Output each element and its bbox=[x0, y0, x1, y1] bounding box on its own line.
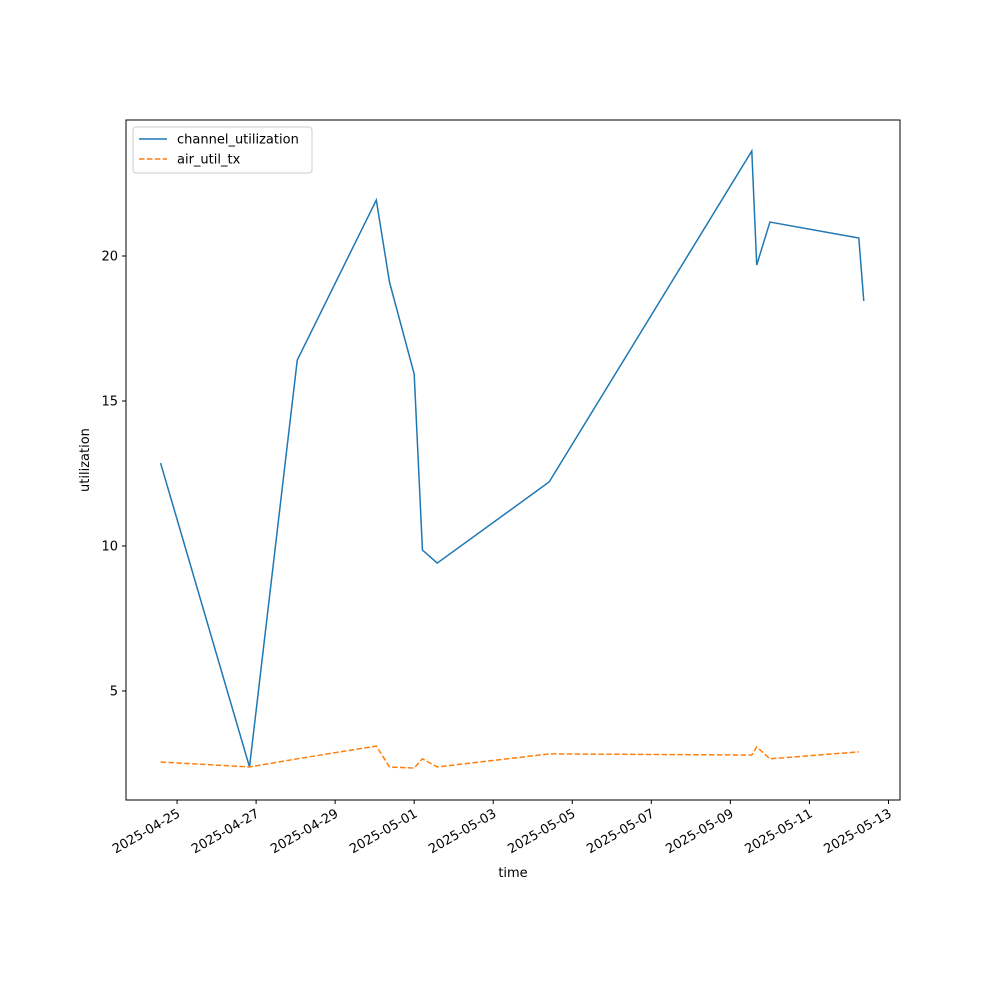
y-tick-label: 10 bbox=[101, 539, 118, 554]
x-tick-label: 2025-05-05 bbox=[505, 806, 578, 857]
x-tick-label: 2025-05-03 bbox=[426, 806, 499, 857]
y-tick-label: 20 bbox=[101, 250, 118, 265]
plot-frame bbox=[125, 119, 901, 801]
series-line bbox=[160, 745, 859, 769]
legend-label: channel_utilization bbox=[177, 133, 299, 148]
x-tick-label: 2025-05-09 bbox=[663, 806, 736, 857]
x-tick-label: 2025-05-07 bbox=[584, 806, 657, 857]
x-tick-label: 2025-04-25 bbox=[110, 806, 183, 857]
y-axis-label: utilization bbox=[78, 428, 93, 492]
legend-label: air_util_tx bbox=[177, 153, 241, 168]
x-axis-label: time bbox=[498, 866, 527, 881]
y-tick-label: 15 bbox=[101, 394, 118, 409]
x-tick-label: 2025-05-01 bbox=[347, 806, 420, 857]
series-line bbox=[159, 148, 865, 768]
legend-box bbox=[132, 126, 313, 174]
y-tick-label: 5 bbox=[110, 684, 118, 699]
x-tick-label: 2025-05-13 bbox=[822, 806, 895, 857]
x-tick-label: 2025-04-27 bbox=[189, 806, 262, 857]
x-tick-label: 2025-04-29 bbox=[268, 806, 341, 857]
x-tick-label: 2025-05-11 bbox=[742, 806, 815, 857]
